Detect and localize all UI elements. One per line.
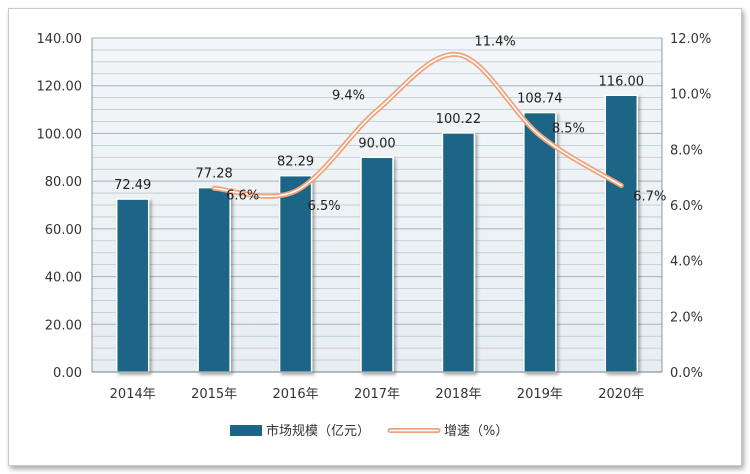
growth-value-label: 8.5% bbox=[552, 121, 585, 136]
growth-value-label: 6.7% bbox=[633, 190, 666, 205]
growth-line-inner bbox=[213, 53, 623, 198]
growth-value-label: 6.5% bbox=[308, 199, 341, 214]
y-right-tick-label: 4.0% bbox=[670, 255, 703, 270]
bar bbox=[441, 132, 476, 373]
y-left-tick-label: 20.00 bbox=[45, 318, 82, 333]
growth-value-label: 11.4% bbox=[474, 35, 515, 50]
bar bbox=[360, 156, 394, 373]
y-right-tick-label: 2.0% bbox=[670, 310, 703, 325]
y-right-tick-label: 0.0% bbox=[670, 366, 703, 381]
x-tick-label: 2016年 bbox=[273, 387, 319, 402]
y-right-tick-label: 6.0% bbox=[670, 199, 703, 214]
line-series bbox=[211, 52, 624, 199]
growth-value-label: 6.6% bbox=[226, 188, 259, 203]
y-left-tick-label: 60.00 bbox=[45, 223, 82, 238]
y-left-tick-label: 0.00 bbox=[53, 366, 82, 381]
x-tick-label: 2019年 bbox=[517, 387, 563, 402]
bar bbox=[523, 111, 557, 373]
y-right-tick-label: 8.0% bbox=[670, 143, 703, 158]
data-labels: 72.49 77.28 82.29 90.00 100.22 108.74 116.00 6.… bbox=[114, 35, 666, 214]
bar-value-label: 90.00 bbox=[358, 136, 395, 151]
growth-value-label: 9.4% bbox=[332, 88, 365, 103]
bar bbox=[604, 94, 639, 373]
bar-value-label: 116.00 bbox=[599, 74, 645, 89]
y-left-tick-label: 120.00 bbox=[37, 80, 83, 95]
x-tick-label: 2018年 bbox=[435, 387, 481, 402]
x-tick-label: 2020年 bbox=[598, 387, 644, 402]
y-left-tick-label: 100.00 bbox=[37, 127, 83, 142]
y-left-tick-label: 140.00 bbox=[37, 32, 83, 47]
x-tick-label: 2014年 bbox=[110, 387, 156, 402]
y-right-tick-label: 12.0% bbox=[670, 32, 711, 47]
legend-bar-swatch bbox=[230, 425, 262, 436]
bar bbox=[115, 198, 150, 373]
legend: 市场规模（亿元） 增速（%） bbox=[230, 423, 508, 439]
axes: 0.00 20.00 40.00 60.00 80.00 100.00 120.00 140.… bbox=[37, 32, 712, 402]
legend-line-label: 增速（%） bbox=[444, 424, 508, 439]
bar bbox=[197, 186, 231, 373]
bar-series bbox=[115, 94, 639, 373]
bar-value-label: 100.22 bbox=[436, 112, 482, 127]
bar bbox=[278, 174, 313, 373]
y-right-tick-label: 10.0% bbox=[670, 88, 711, 103]
bar-value-label: 77.28 bbox=[196, 167, 233, 182]
bar-value-label: 72.49 bbox=[114, 178, 151, 193]
y-left-tick-label: 40.00 bbox=[45, 271, 82, 286]
bar-value-label: 82.29 bbox=[277, 155, 314, 170]
y-left-tick-label: 80.00 bbox=[45, 175, 82, 190]
x-tick-label: 2017年 bbox=[354, 387, 400, 402]
legend-bar-label: 市场规模（亿元） bbox=[266, 423, 370, 439]
x-tick-label: 2015年 bbox=[191, 387, 237, 402]
bar-value-label: 108.74 bbox=[517, 92, 563, 107]
